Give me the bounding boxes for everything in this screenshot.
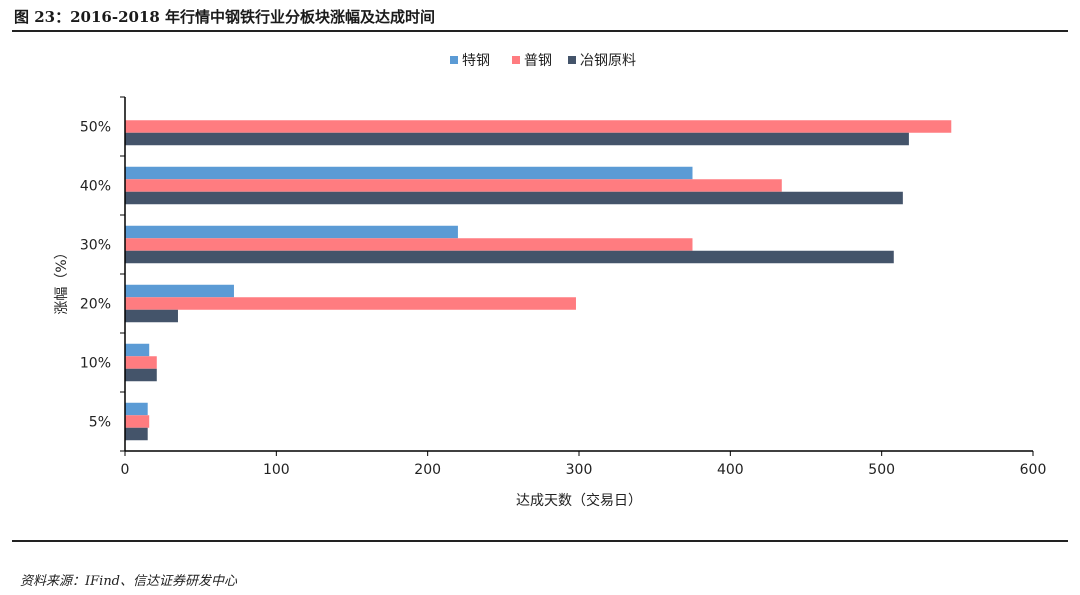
bar-冶钢原料 (125, 309, 178, 323)
x-tick-label: 100 (263, 462, 290, 478)
bar-普钢 (125, 238, 693, 251)
bar-冶钢原料 (125, 427, 148, 441)
legend-swatch (568, 56, 576, 64)
x-tick-label: 400 (717, 462, 744, 478)
y-tick-label: 20% (80, 297, 111, 313)
y-tick-label: 5% (89, 415, 111, 431)
x-tick-label: 200 (414, 462, 441, 478)
legend-label: 冶钢原料 (580, 53, 636, 69)
legend-label: 普钢 (524, 53, 552, 69)
x-tick-label: 300 (566, 462, 593, 478)
bar-普钢 (125, 297, 576, 310)
y-tick-label: 10% (80, 356, 111, 372)
x-tick-label: 600 (1020, 462, 1047, 478)
top-rule (12, 30, 1068, 32)
y-axis-label: 涨幅（%） (54, 245, 70, 314)
figure-title: 图 23：2016-2018 年行情中钢铁行业分板块涨幅及达成时间 (14, 8, 436, 26)
bar-特钢 (125, 343, 150, 357)
x-tick-label: 0 (121, 462, 130, 478)
bar-特钢 (125, 284, 234, 298)
y-tick-label: 40% (80, 179, 111, 195)
bar-冶钢原料 (125, 132, 909, 146)
bar-普钢 (125, 415, 150, 428)
bar-普钢 (125, 120, 952, 133)
bar-普钢 (125, 356, 157, 369)
bottom-rule (12, 540, 1068, 542)
y-tick-label: 30% (80, 238, 111, 254)
source-note: 资料来源：IFind、信达证券研发中心 (20, 574, 238, 589)
bar-冶钢原料 (125, 250, 894, 264)
bar-特钢 (125, 225, 458, 239)
legend-label: 特钢 (462, 53, 490, 69)
x-tick-label: 500 (868, 462, 895, 478)
bar-特钢 (125, 402, 148, 416)
bar-冶钢原料 (125, 191, 903, 205)
bar-冶钢原料 (125, 368, 157, 382)
y-tick-label: 50% (80, 120, 111, 136)
legend-swatch (512, 56, 520, 64)
x-axis-label: 达成天数（交易日） (516, 492, 642, 509)
legend-swatch (450, 56, 458, 64)
bar-特钢 (125, 166, 693, 180)
bar-普钢 (125, 179, 782, 192)
